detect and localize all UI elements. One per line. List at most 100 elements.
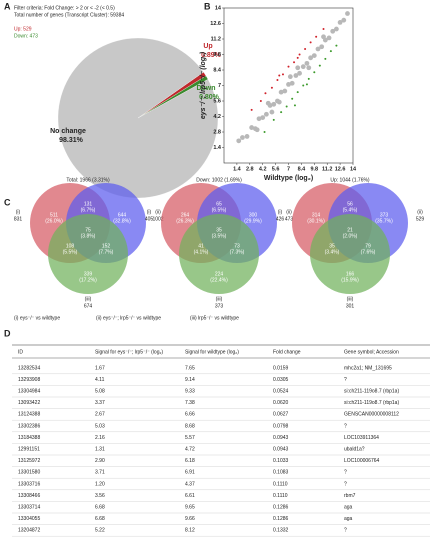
table-cell: mhc2a1; NM_131695 (344, 365, 392, 371)
scatter-point (263, 131, 266, 133)
table-cell: LOC100006764 (344, 458, 380, 464)
scatter-point (326, 35, 332, 41)
venn-region-count: 75 (85, 227, 91, 233)
venn-region-percent: (3.5%) (212, 233, 227, 239)
pie-value-label: 0.89% (201, 52, 222, 59)
venn-legend: (i) eys⁻/⁻ vs wildtype (14, 315, 60, 321)
table-cell: 6.66 (185, 412, 195, 418)
venn-title: Down: 1002 (1.69%) (196, 177, 242, 183)
scatter-point (321, 34, 326, 40)
venn-region-count: 644 (118, 212, 127, 218)
x-tick-label: 14 (350, 166, 357, 172)
table-cell: ? (344, 423, 347, 429)
venn-region-count: 35 (216, 227, 222, 233)
venn-region-count: 314 (312, 212, 321, 218)
table-cell: 2.16 (95, 435, 105, 441)
venn-region-count: 373 (380, 212, 389, 218)
table-cell: 13303716 (18, 481, 40, 487)
venn-set-label: (ii) (417, 209, 423, 215)
x-tick-label: 5.6 (272, 166, 280, 172)
table-cell: 2.67 (95, 412, 105, 418)
table-header: Signal for eys⁻/⁻; lrp5⁻/⁻ (log₂) (95, 349, 163, 355)
y-tick-label: 5.6 (213, 98, 221, 104)
scatter-point (335, 44, 338, 47)
table-cell: 0.1110 (273, 493, 288, 499)
venn-region-count: 166 (346, 271, 355, 277)
venn-circle (48, 214, 128, 294)
venn-region-count: 56 (347, 201, 353, 207)
scatter-point (249, 125, 255, 130)
venn-region-percent: (15.9%) (341, 277, 359, 283)
scatter-point (259, 100, 262, 102)
scatter-point (264, 92, 267, 95)
venn-circle (310, 214, 390, 294)
table-cell: 13125972 (18, 458, 40, 464)
table-cell: 12991151 (18, 447, 40, 453)
total-text: Total number of genes (Transcript Cluste… (14, 12, 124, 18)
table-cell: 13184388 (18, 435, 40, 441)
scatter-point (286, 81, 291, 87)
table-cell: 0.0943 (273, 447, 289, 453)
scatter-point (330, 28, 336, 34)
venn-region-percent: (7.7%) (99, 249, 114, 255)
table-header: Signal for wildtype (log₂) (185, 349, 239, 355)
table-cell: rbm7 (344, 493, 356, 499)
scatter-point (265, 100, 271, 106)
table-cell: LOC103911364 (344, 435, 379, 441)
scatter-point (305, 83, 308, 86)
venn-set-count: 529 (416, 216, 425, 222)
x-tick-label: 9.8 (310, 166, 318, 172)
scatter-point (324, 57, 327, 60)
table-cell: 9.65 (185, 505, 195, 511)
scatter-point (240, 135, 245, 140)
venn-region-percent: (29.9%) (244, 218, 262, 224)
x-axis-title: Wildtype (log₂) (264, 175, 313, 182)
venn-region-percent: (5.5%) (63, 249, 78, 255)
scatter-point (318, 64, 321, 67)
y-tick-label: 14 (215, 5, 222, 11)
scatter-point (311, 53, 317, 59)
scatter-point (289, 80, 295, 86)
venn-set-label: (i) (278, 209, 283, 215)
panel-label: D (4, 328, 11, 338)
table-cell: 1.31 (95, 447, 105, 453)
y-tick-label: 9.8 (213, 52, 221, 58)
table-cell: 13124388 (18, 412, 40, 418)
table-cell: 4.11 (95, 377, 105, 383)
down-count: Down: 473 (14, 33, 38, 39)
table-cell: 13303714 (18, 505, 40, 511)
venn-region-count: 35 (329, 243, 335, 249)
venn-region-count: 224 (215, 271, 224, 277)
table-cell: 4.72 (185, 447, 195, 453)
scatter-point (285, 105, 288, 108)
scatter-point (296, 56, 299, 59)
scatter-point (313, 71, 316, 74)
table-cell: 0.0627 (273, 412, 289, 418)
scatter-point (293, 73, 299, 78)
venn-region-percent: (6.5%) (212, 207, 227, 213)
pie-label: No change (50, 128, 86, 135)
venn-region-count: 264 (181, 212, 190, 218)
pie-value-label: 0.80% (199, 94, 220, 101)
table-cell: ? (344, 481, 347, 487)
x-tick-label: 2.8 (246, 166, 254, 172)
table-cell: 5.57 (185, 435, 195, 441)
scatter-point (291, 97, 294, 100)
scatter-point (315, 35, 318, 38)
venn-set-label: (ii) (286, 209, 292, 215)
table-cell: 6.18 (185, 458, 195, 464)
table-cell: 5.22 (95, 528, 105, 534)
table-cell: ubald1a? (344, 447, 365, 453)
venn-region-count: 65 (216, 201, 222, 207)
table-cell: 0.0524 (273, 389, 289, 395)
venn-set-count: 1002 (152, 216, 163, 222)
table-cell: 13301580 (18, 470, 40, 476)
table-cell: 0.0305 (273, 377, 289, 383)
table-cell: 8.68 (185, 423, 195, 429)
venn-set-count: 473 (285, 216, 294, 222)
venn-set-label: (i) (16, 209, 21, 215)
venn-region-count: 131 (84, 201, 93, 207)
venn-region-count: 73 (234, 243, 240, 249)
table-cell: 6.68 (95, 505, 105, 511)
venn-legend: (iii) lrp5⁻/⁻ vs wildtype (190, 315, 239, 321)
